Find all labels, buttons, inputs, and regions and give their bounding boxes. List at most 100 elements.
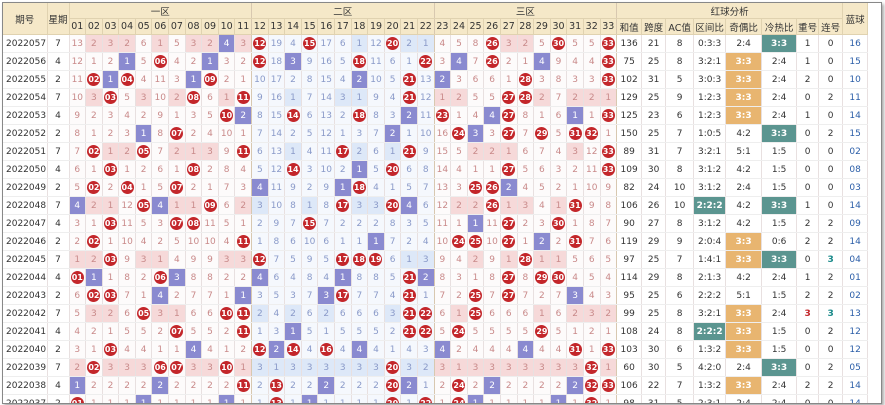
ac-cell: 9	[665, 232, 695, 251]
repeat-cell: 0	[796, 178, 820, 197]
omission-cell: 10	[69, 88, 87, 107]
red-ball: 11	[236, 325, 250, 338]
omission-cell: 4	[384, 88, 402, 107]
red-ball: 27	[502, 109, 516, 122]
hit-cell: 28	[517, 70, 535, 89]
blue-ball-cell: 14	[842, 394, 869, 403]
omission-cell: 4	[500, 340, 518, 359]
zone-ratio-cell: 2:0:4	[693, 232, 727, 251]
omission-cell: 2	[351, 142, 369, 161]
omission-cell: 6	[118, 304, 136, 323]
omission-cell: 2	[566, 304, 584, 323]
issue-cell: 2022045	[3, 250, 48, 269]
span-cell: 24	[641, 178, 667, 197]
omission-cell: 7	[151, 142, 170, 161]
repeat-cell: 0	[796, 160, 820, 179]
omission-cell: 6	[69, 160, 87, 179]
omission-cell: 8	[69, 124, 87, 143]
sum-cell: 90	[616, 214, 643, 233]
zone-ratio-cell: 2:1:3	[693, 268, 727, 287]
zone-ratio-cell: 1:4:1	[693, 250, 727, 269]
consecutive-cell: 0	[818, 70, 844, 89]
omission-cell: 3	[434, 358, 452, 377]
omission-cell: 1	[251, 322, 269, 341]
hit-cell: 07	[168, 178, 186, 197]
zone-ratio-cell: 0:3:3	[693, 34, 727, 53]
omission-cell: 2	[201, 376, 219, 395]
omission-cell: 2	[168, 88, 186, 107]
omission-cell: 3	[367, 196, 385, 215]
omission-cell: 13	[317, 106, 335, 125]
week-cell: 4	[47, 322, 70, 341]
omission-cell: 3	[251, 196, 269, 215]
hit-cell: 27	[500, 286, 518, 305]
red-ball: 03	[103, 163, 117, 176]
omission-cell: 5	[135, 214, 153, 233]
hit-cell: 11	[234, 376, 253, 395]
red-ball: 30	[552, 217, 566, 230]
ac-cell: 9	[665, 88, 695, 107]
omission-cell: 1	[168, 196, 186, 215]
hit-cell: 26	[483, 52, 501, 71]
omission-cell: 11	[317, 142, 335, 161]
omission-cell: 3	[135, 88, 153, 107]
omission-cell: 1	[566, 178, 584, 197]
hit-cell: 24	[450, 376, 468, 395]
hot-cold-cell: 1:5	[761, 286, 798, 305]
omission-cell: 2	[284, 124, 302, 143]
red-ball: 32	[585, 379, 599, 392]
omission-cell: 4	[550, 142, 568, 161]
omission-cell: 4	[450, 160, 468, 179]
omission-cell: 8	[367, 106, 385, 125]
hit-cell: 18	[351, 178, 369, 197]
omission-cell: 10	[201, 232, 219, 251]
draw-row: 2022041 4 4 2 1 5 5 2 07 5 5 2 11 1 3 1 5 1 5 5 5 2 21 22 5 24 5 5 5…	[3, 322, 869, 341]
red-ball: 21	[402, 145, 416, 158]
omission-cell: 11	[268, 178, 286, 197]
draw-row: 2022047 4 3 1 03 11 5 3 07 08 11 5 1 2 9 7 15 7 2 2 2 8 3 5 11 1 1…	[3, 214, 869, 233]
omission-cell: 3	[566, 70, 584, 89]
red-ball: 11	[236, 379, 250, 392]
sum-cell: 150	[616, 124, 643, 143]
hit-cell: 32	[583, 376, 601, 395]
red-ball: 31	[568, 199, 582, 212]
span-cell: 25	[641, 250, 667, 269]
omission-cell: 1	[85, 340, 103, 359]
omission-cell: 3	[102, 358, 120, 377]
omission-cell: 1	[450, 358, 468, 377]
hit-cell: 13	[268, 394, 286, 403]
omission-cell: 1	[500, 142, 518, 161]
omission-cell: 7	[69, 142, 87, 161]
repeat-cell: 2	[796, 214, 820, 233]
omission-cell: 4	[201, 124, 219, 143]
red-ball: 24	[452, 127, 466, 140]
omission-cell: 3	[600, 286, 618, 305]
ac-cell: 6	[665, 286, 695, 305]
red-ball: 17	[336, 199, 350, 212]
red-ball: 18	[352, 55, 366, 68]
omission-cell: 4	[384, 286, 402, 305]
hit-cell: 08	[185, 160, 203, 179]
omission-cell: 2	[234, 196, 253, 215]
omission-cell: 2	[251, 214, 269, 233]
omission-cell: 15	[434, 142, 452, 161]
omission-cell: 3	[69, 340, 87, 359]
zone-ratio-cell: 4:2:0	[693, 358, 727, 377]
red-ball: 06	[153, 361, 167, 374]
red-ball: 33	[601, 343, 615, 356]
consecutive-cell: 0	[818, 340, 844, 359]
omission-cell: 6	[367, 304, 385, 323]
span-cell: 25	[641, 88, 667, 107]
omission-cell: 2	[351, 214, 369, 233]
omission-cell: 3	[434, 52, 452, 71]
omission-cell: 6	[201, 304, 219, 323]
week-cell: 2	[47, 178, 70, 197]
week-cell: 2	[47, 286, 70, 305]
draw-row: 2022045 7 1 2 03 9 3 1 4 9 9 3 3 12 7 5 9 5 17 18 19 6 1 3 9 4 2 9 1…	[3, 250, 869, 269]
ac-cell: 5	[665, 394, 695, 403]
ac-cell: 6	[665, 340, 695, 359]
hit-cell: 17	[334, 286, 352, 305]
hot-cold-cell: 2:4	[761, 268, 798, 287]
blue-ball-cell: 12	[842, 340, 869, 359]
issue-header[interactable]: 期号	[3, 3, 48, 35]
